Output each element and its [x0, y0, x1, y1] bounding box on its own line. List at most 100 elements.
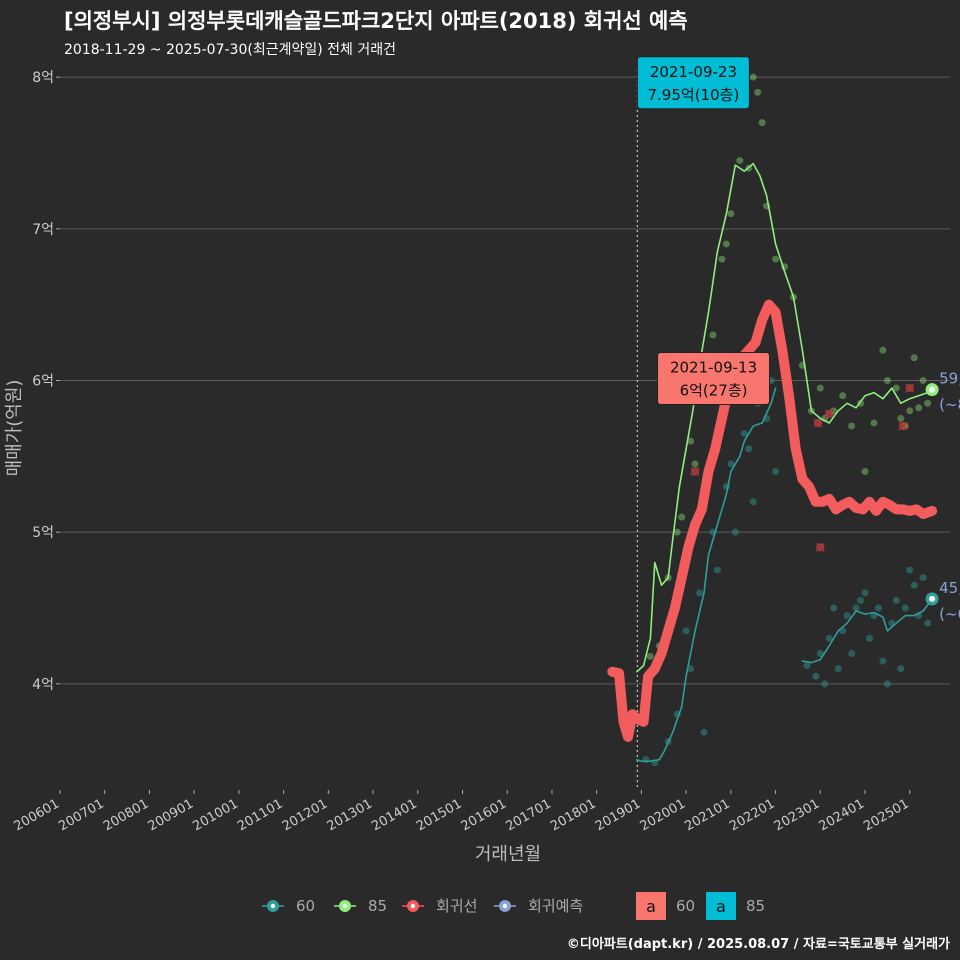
- legend-fill-glyph: a: [716, 897, 726, 916]
- legend-marker-dot: [410, 903, 416, 909]
- legend-item: 회귀예측: [494, 897, 583, 915]
- legend-marker-dot: [342, 903, 348, 909]
- regression-cross-point: [898, 421, 908, 431]
- point-60: [861, 589, 869, 597]
- point-85: [897, 414, 905, 422]
- cross-mark: [813, 418, 823, 428]
- point-60: [825, 634, 833, 642]
- regression-cross-point: [813, 418, 823, 428]
- point-60: [740, 430, 748, 438]
- annotation-label: 2021-09-23 7.95억(10층): [636, 56, 750, 110]
- point-60: [906, 566, 914, 574]
- point-85: [709, 331, 717, 339]
- grid-lines: [60, 76, 950, 685]
- y-axis-title: 매매가(억원): [4, 380, 25, 477]
- point-85: [646, 653, 654, 661]
- point-85: [691, 460, 699, 468]
- legend-fill-label: 60: [676, 897, 695, 915]
- scatter-points: [642, 73, 932, 767]
- regression-cross-point: [690, 466, 700, 477]
- cross-mark: [815, 542, 825, 552]
- point-85: [839, 392, 847, 400]
- point-60: [713, 566, 721, 574]
- legend-fill-item: a 85: [706, 892, 765, 920]
- point-60: [821, 680, 829, 688]
- point-60: [834, 665, 842, 673]
- point-60: [682, 627, 690, 635]
- point-85: [915, 404, 923, 412]
- point-60: [700, 728, 708, 736]
- point-60: [803, 662, 811, 670]
- annotation-date: 2021-09-23: [650, 63, 737, 81]
- cross-mark: [690, 466, 700, 477]
- y-tick-label: 6억: [32, 374, 54, 390]
- point-60: [857, 596, 865, 604]
- end-label-unit: (~60㎡): [939, 605, 960, 623]
- chart-title: [의정부시] 의정부롯데캐슬골드파크2단지 아파트(2018) 회귀선 예측: [64, 9, 688, 33]
- point-60: [848, 650, 856, 657]
- point-85: [879, 346, 887, 354]
- annotations: 2021-09-23 7.95억(10층) 2021-09-13 6억(27층): [636, 56, 771, 405]
- legend-fill-glyph: a: [646, 897, 656, 916]
- point-85: [678, 513, 686, 521]
- point-60: [919, 574, 927, 582]
- series-line-60: [636, 387, 777, 762]
- annotation-date: 2021-09-13: [670, 359, 757, 377]
- legend: 60 85 회귀선 회귀예측 a 60 a 85: [262, 892, 765, 920]
- x-axis-title: 거래년월: [475, 844, 541, 865]
- end-label-unit: (~85㎡): [939, 396, 960, 414]
- point-60: [830, 604, 838, 612]
- point-85: [718, 255, 726, 263]
- point-60: [687, 665, 695, 673]
- series-lines: [607, 162, 938, 762]
- legend-label: 회귀선: [436, 897, 477, 915]
- point-85: [749, 73, 757, 81]
- point-60: [642, 756, 650, 764]
- end-label: 59,422 (~85㎡): [925, 370, 960, 414]
- regression-line: [607, 299, 938, 742]
- point-60: [852, 604, 860, 612]
- point-60: [892, 596, 900, 604]
- point-60: [874, 604, 882, 612]
- series-line-85: [636, 162, 933, 673]
- point-85: [906, 407, 914, 415]
- legend-fill-swatch: [706, 892, 736, 920]
- chart-subtitle: 2018-11-29 ~ 2025-07-30(최근계약일) 전체 거래건: [64, 42, 396, 58]
- annotation-value: 6억(27층): [680, 382, 748, 400]
- annotation-box: [636, 56, 750, 110]
- point-60: [696, 589, 704, 597]
- regression-cross-point: [824, 409, 834, 419]
- legend-item: 60: [262, 897, 315, 915]
- y-tick-label: 8억: [32, 70, 54, 86]
- point-85: [758, 119, 766, 127]
- point-60: [843, 612, 851, 620]
- point-60: [727, 460, 735, 468]
- point-60: [865, 634, 873, 642]
- cross-mark: [905, 383, 915, 393]
- point-85: [816, 384, 824, 392]
- legend-fill-swatch: [636, 892, 666, 920]
- point-60: [879, 657, 887, 665]
- legend-label: 60: [296, 897, 315, 915]
- legend-item: 85: [334, 897, 387, 915]
- end-label-value: 45,629: [939, 579, 960, 597]
- end-point-inner: [929, 595, 936, 602]
- legend-marker-dot: [270, 903, 276, 909]
- legend-label: 85: [368, 897, 387, 915]
- legend-item: 회귀선: [402, 897, 477, 915]
- point-85: [673, 528, 681, 536]
- point-85: [870, 419, 878, 427]
- legend-fill-item: a 60: [636, 892, 695, 920]
- legend-label: 회귀예측: [528, 897, 583, 915]
- point-60: [731, 528, 739, 536]
- annotation-box: [657, 352, 771, 405]
- point-60: [749, 498, 757, 506]
- point-60: [924, 619, 932, 627]
- point-85: [722, 240, 730, 248]
- point-85: [754, 88, 762, 96]
- y-tick-label: 7억: [32, 222, 54, 238]
- point-85: [924, 399, 932, 407]
- point-60: [816, 650, 824, 657]
- point-85: [892, 384, 900, 392]
